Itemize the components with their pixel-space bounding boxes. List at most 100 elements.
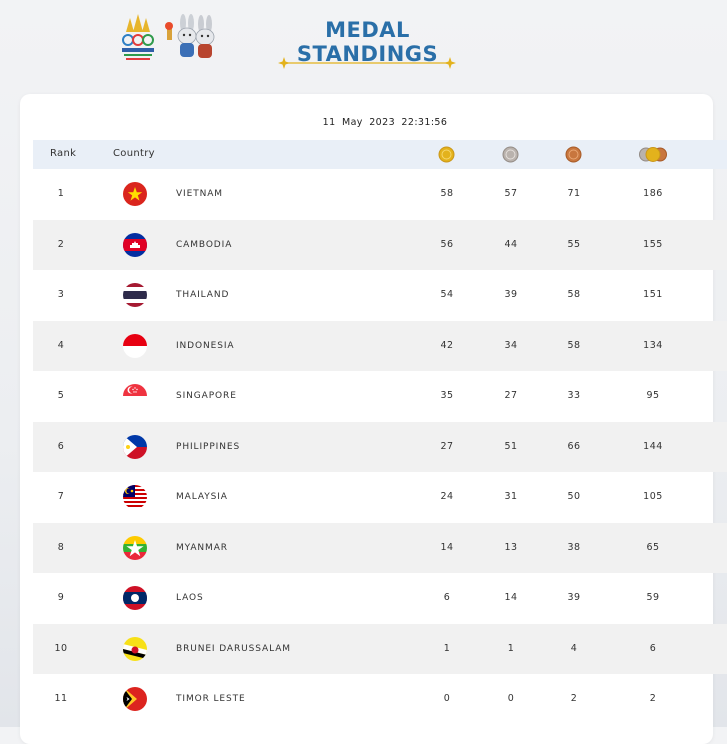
table-row[interactable]: 6 PHILIPPINES 27 51 66 144 <box>33 421 727 472</box>
rank-cell: 6 <box>57 440 65 452</box>
laos-flag-icon <box>123 586 147 610</box>
bronze-count: 38 <box>567 541 581 553</box>
silver-count: 27 <box>504 390 518 401</box>
bronze-medal-icon[interactable] <box>565 146 582 163</box>
mascots-image <box>165 14 215 58</box>
rank-cell: 3 <box>57 289 65 300</box>
table-row[interactable]: 9 LAOS 6 14 39 59 <box>33 573 727 624</box>
timor-leste-flag-icon <box>123 687 147 711</box>
country-name[interactable]: BRUNEI DARUSSALAM <box>176 643 291 654</box>
rank-cell: 8 <box>57 541 65 553</box>
table-row[interactable]: 3 THAILAND 54 39 58 151 <box>33 270 727 321</box>
gold-count: 42 <box>440 339 454 351</box>
bronze-count: 4 <box>570 642 578 654</box>
title-divider <box>278 57 456 69</box>
gold-count: 24 <box>440 491 454 502</box>
silver-count: 39 <box>504 289 518 300</box>
total-count: 6 <box>649 642 657 654</box>
country-name[interactable]: CAMBODIA <box>176 239 233 250</box>
cambodia-flag-icon <box>123 232 147 257</box>
table-row[interactable]: 5 SINGAPORE 35 27 33 95 <box>33 371 727 422</box>
silver-count: 0 <box>507 693 515 704</box>
country-name[interactable]: PHILIPPINES <box>176 441 241 452</box>
silver-count: 14 <box>504 592 518 603</box>
bronze-count: 39 <box>567 592 581 603</box>
bronze-count: 55 <box>567 238 581 250</box>
total-count: 186 <box>643 188 663 199</box>
table-row[interactable]: 11 TIMOR LESTE 0 0 2 2 <box>33 674 727 725</box>
page-title: MEDAL STANDINGS <box>296 18 439 66</box>
bronze-count: 50 <box>567 491 581 502</box>
table-header-row: Rank Country <box>33 140 727 169</box>
gold-count: 35 <box>440 390 454 401</box>
silver-medal-icon[interactable] <box>502 146 519 163</box>
silver-count: 44 <box>504 238 518 250</box>
total-count: 105 <box>643 491 663 502</box>
bronze-count: 33 <box>567 390 581 401</box>
country-name[interactable]: INDONESIA <box>176 340 235 351</box>
country-name[interactable]: MALAYSIA <box>176 492 228 502</box>
table-row[interactable]: 8 MYANMAR 14 13 38 65 <box>33 522 727 573</box>
table-row[interactable]: 1 VIETNAM 58 57 71 186 <box>33 169 727 220</box>
gold-count: 58 <box>440 188 454 199</box>
singapore-flag-icon <box>123 384 147 408</box>
country-name[interactable]: VIETNAM <box>176 189 223 199</box>
country-name[interactable]: MYANMAR <box>176 542 228 553</box>
column-header-country: Country <box>113 148 155 159</box>
table-row[interactable]: 4 INDONESIA 42 34 58 134 <box>33 320 727 371</box>
bronze-count: 71 <box>567 188 581 199</box>
bronze-count: 58 <box>567 339 581 351</box>
total-count: 155 <box>643 238 663 250</box>
gold-count: 0 <box>443 693 451 704</box>
page-header: MEDAL STANDINGS <box>0 0 727 90</box>
bronze-count: 58 <box>567 289 581 300</box>
rank-cell: 7 <box>57 491 65 502</box>
table-row[interactable]: 10 BRUNEI DARUSSALAM 1 1 4 6 <box>33 623 727 674</box>
gold-medal-icon[interactable] <box>438 146 455 163</box>
total-count: 95 <box>646 390 660 401</box>
gold-count: 27 <box>440 440 454 452</box>
rank-cell: 1 <box>57 188 65 199</box>
silver-count: 57 <box>504 188 518 199</box>
rank-cell: 9 <box>57 592 65 603</box>
gold-count: 56 <box>440 238 454 250</box>
silver-count: 13 <box>504 541 518 553</box>
gold-count: 1 <box>443 642 451 654</box>
rank-cell: 4 <box>57 339 65 351</box>
gold-count: 14 <box>440 541 454 553</box>
bronze-count: 66 <box>567 440 581 452</box>
philippines-flag-icon <box>123 434 147 459</box>
vietnam-flag-icon <box>123 182 147 206</box>
sea-games-logo <box>122 14 154 60</box>
gold-count: 54 <box>440 289 454 300</box>
table-row[interactable]: 7 MALAYSIA 24 31 50 105 <box>33 472 727 523</box>
total-count: 59 <box>646 592 660 603</box>
indonesia-flag-icon <box>123 333 147 358</box>
standings-table: 1 VIETNAM 58 57 71 186 2 CAMBODIA 56 44 … <box>33 169 727 725</box>
last-updated-timestamp: 11 May 2023 22:31:56 <box>322 117 448 128</box>
country-name[interactable]: SINGAPORE <box>176 391 237 401</box>
brunei-flag-icon <box>123 636 147 661</box>
total-count: 134 <box>643 339 663 351</box>
total-count: 65 <box>646 541 660 553</box>
bronze-count: 2 <box>570 693 578 704</box>
rank-cell: 2 <box>57 238 65 250</box>
total-count: 151 <box>643 289 663 300</box>
country-name[interactable]: THAILAND <box>176 290 230 300</box>
myanmar-flag-icon <box>123 535 147 560</box>
column-header-rank: Rank <box>50 148 77 159</box>
total-count: 2 <box>649 693 657 704</box>
silver-count: 34 <box>504 339 518 351</box>
rank-cell: 5 <box>57 390 65 401</box>
total-medals-icon[interactable] <box>638 146 668 163</box>
malaysia-flag-icon <box>123 485 147 509</box>
silver-count: 1 <box>507 642 515 654</box>
rank-cell: 10 <box>54 642 68 654</box>
country-name[interactable]: LAOS <box>176 593 204 603</box>
standings-card: 11 May 2023 22:31:56 Rank Country 1 <box>20 94 727 744</box>
table-row[interactable]: 2 CAMBODIA 56 44 55 155 <box>33 219 727 270</box>
gold-count: 6 <box>443 592 451 603</box>
silver-count: 51 <box>504 440 518 452</box>
total-count: 144 <box>643 440 663 452</box>
country-name[interactable]: TIMOR LESTE <box>176 694 246 704</box>
